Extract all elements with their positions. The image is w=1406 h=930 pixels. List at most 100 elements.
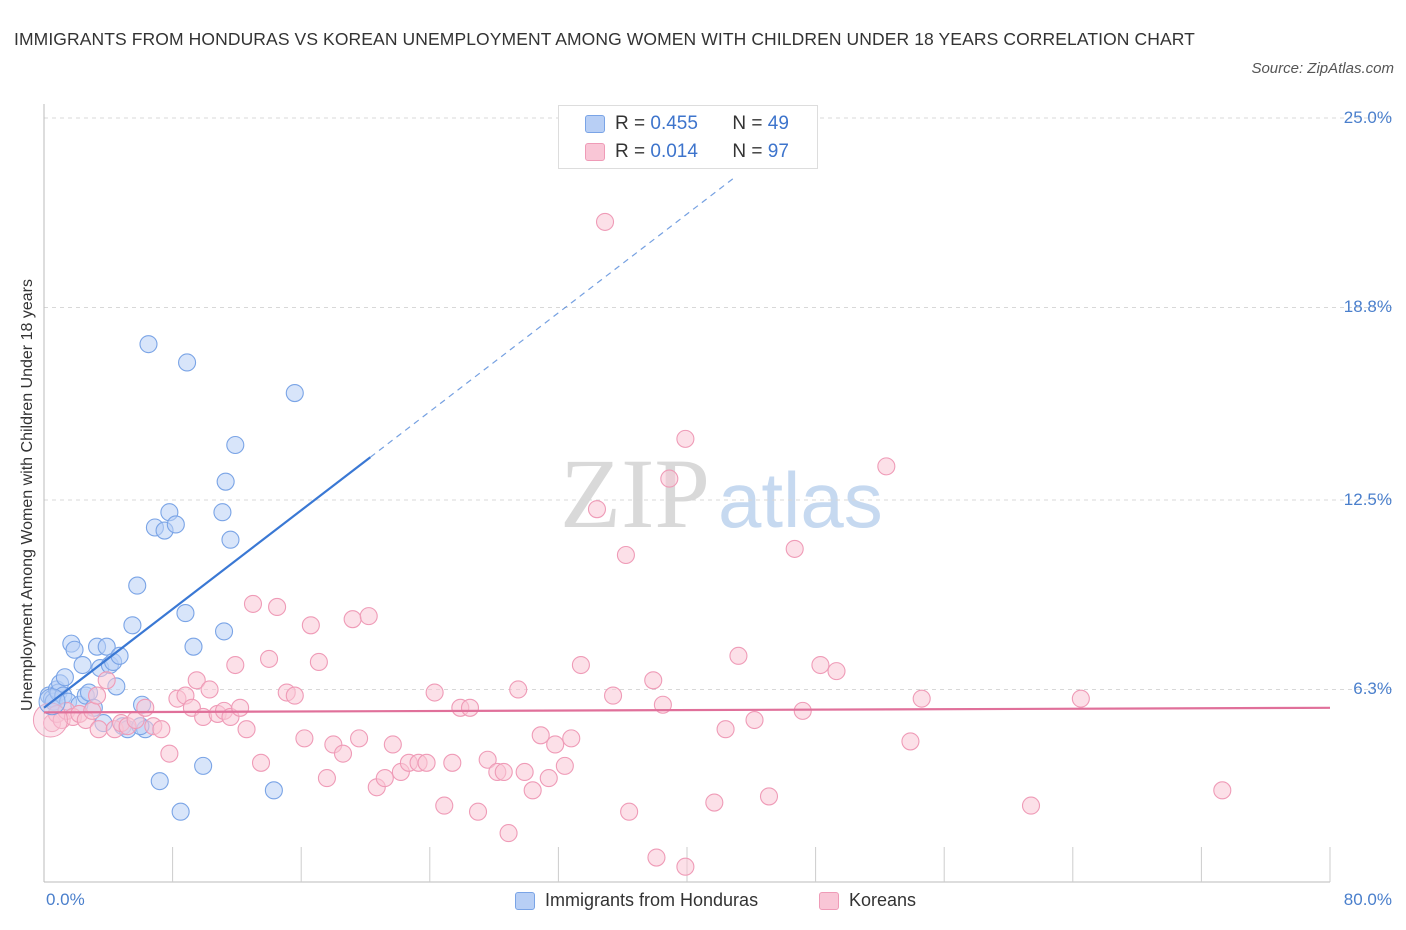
korean-point [571,655,590,675]
legend-swatch-pink [819,891,839,910]
honduras-point [73,655,92,675]
honduras-point [97,637,116,656]
korean-point [531,726,550,745]
x-tick-min: 0.0% [46,890,85,909]
korean-point [187,671,206,690]
stats-row-koreans: R = 0.014 N = 97 [585,139,789,165]
honduras-point [194,756,213,775]
korean-point [417,753,436,772]
korean-point [759,787,779,806]
korean-point [285,686,304,705]
korean-point [660,469,679,488]
legend-label-honduras: Immigrants from Honduras [545,890,759,910]
korean-point [231,698,250,717]
korean-point [539,769,558,788]
korean-point [460,698,480,717]
korean-point [1213,781,1232,800]
korean-point [546,735,565,754]
honduras-point [166,515,185,534]
r-value-honduras: 0.455 [650,113,698,134]
korean-point [901,732,920,751]
honduras-trend-extension [369,176,736,458]
korean-point [705,793,724,812]
korean-point [644,671,663,690]
korean-point [515,762,534,782]
korean-point [562,729,581,748]
korean-point [478,750,497,769]
korean-point [499,824,518,843]
korean-point [243,594,263,613]
r-value-koreans: 0.014 [650,141,698,162]
y-tick-label: 6.3% [1353,679,1392,699]
korean-point [268,597,287,617]
korean-point [827,662,846,681]
korean-point [425,683,444,702]
korean-point [343,610,362,629]
korean-point [317,769,336,788]
n-value-koreans: 97 [767,141,789,162]
korean-point [333,744,353,763]
korean-point [97,671,116,690]
korean-point [89,720,108,739]
korean-point [620,802,639,821]
x-tick-max: 80.0% [1343,890,1392,909]
legend-item-koreans[interactable]: Koreans [819,890,916,911]
r-label: R = [615,141,646,162]
honduras-trend-line [43,456,371,709]
korean-point [587,500,607,519]
honduras-point [264,781,283,800]
korean-point [435,796,454,815]
honduras-point [171,802,190,821]
n-label: N = [732,113,763,134]
honduras-point [176,604,195,623]
korean-point [383,735,402,754]
y-tick-label: 25.0% [1343,108,1392,127]
korean-point [375,769,394,788]
korean-point [200,680,219,699]
honduras-point [55,668,74,687]
honduras-point [213,503,232,522]
r-label: R = [615,113,646,134]
korean-point [604,686,623,705]
korean-point [877,457,896,476]
honduras-point [214,622,234,641]
korean-point [509,680,528,699]
korean-point [443,753,462,772]
korean-point [716,720,735,739]
honduras-point [139,335,158,354]
korean-point [226,655,245,675]
honduras-point [184,637,203,656]
korean-point [350,729,369,748]
korean-point [616,545,635,565]
korean-point [160,744,179,763]
korean-trend-line [43,706,1331,714]
honduras-point [221,530,240,549]
korean-point [83,701,102,720]
legend-swatch-blue [515,891,535,910]
korean-point [87,686,107,705]
honduras-point [150,772,169,791]
korean-point [729,646,748,665]
stats-box: R = 0.455 N = 49 R = 0.014 N = 97 [558,105,818,169]
korean-point [136,698,155,717]
korean-point [1021,796,1041,815]
korean-point [785,539,804,558]
n-value-honduras: 49 [767,113,789,134]
honduras-point [226,435,245,455]
korean-point [595,212,615,231]
korean-point [237,720,256,739]
legend-item-honduras[interactable]: Immigrants from Honduras [515,890,758,911]
korean-point [295,729,314,748]
korean-point [676,429,695,448]
korean-point [301,616,320,635]
korean-point [494,762,513,782]
korean-point [811,655,830,675]
korean-point [251,753,271,772]
source-label: Source: ZipAtlas.com [1251,60,1394,77]
honduras-swatch [585,115,605,133]
honduras-point [128,576,147,595]
honduras-point [285,383,304,403]
koreans-swatch [585,143,605,161]
korean-point [152,720,171,739]
